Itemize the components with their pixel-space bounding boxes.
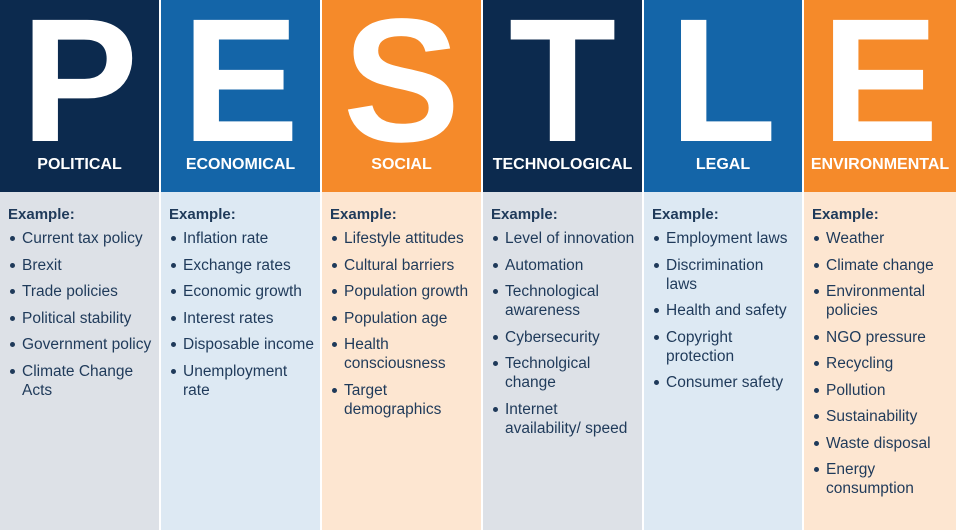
- body-environmental: Example: Weather Climate change Environm…: [804, 192, 956, 530]
- list-item: Sustainability: [812, 407, 950, 426]
- list-item: Automation: [491, 256, 636, 275]
- list-item: Interest rates: [169, 309, 314, 328]
- column-economical: E ECONOMICAL Example: Inflation rate Exc…: [159, 0, 320, 530]
- header-social: S SOCIAL: [322, 0, 481, 192]
- list-item: Technological awareness: [491, 282, 636, 320]
- list-item: Discrimination laws: [652, 256, 796, 294]
- example-list: Lifestyle attitudes Cultural barriers Po…: [330, 229, 475, 419]
- example-label: Example:: [652, 206, 719, 223]
- body-social: Example: Lifestyle attitudes Cultural ba…: [322, 192, 481, 530]
- column-social: S SOCIAL Example: Lifestyle attitudes Cu…: [320, 0, 481, 530]
- body-legal: Example: Employment laws Discrimination …: [644, 192, 802, 530]
- list-item: Consumer safety: [652, 373, 796, 392]
- example-list: Level of innovation Automation Technolog…: [491, 229, 636, 438]
- example-list: Employment laws Discrimination laws Heal…: [652, 229, 796, 392]
- list-item: Recycling: [812, 354, 950, 373]
- big-letter: E: [821, 0, 939, 179]
- example-label: Example:: [330, 206, 397, 223]
- list-item: Trade policies: [8, 282, 153, 301]
- column-environmental: E ENVIRONMENTAL Example: Weather Climate…: [802, 0, 956, 530]
- category-title: POLITICAL: [37, 156, 122, 173]
- example-label: Example:: [812, 206, 879, 223]
- big-letter: E: [181, 0, 300, 179]
- example-label: Example:: [8, 206, 75, 223]
- list-item: Inflation rate: [169, 229, 314, 248]
- header-legal: L LEGAL: [644, 0, 802, 192]
- list-item: Cultural barriers: [330, 256, 475, 275]
- list-item: Political stability: [8, 309, 153, 328]
- list-item: Current tax policy: [8, 229, 153, 248]
- category-title: LEGAL: [695, 156, 751, 173]
- body-political: Example: Current tax policy Brexit Trade…: [0, 192, 159, 530]
- list-item: Pollution: [812, 381, 950, 400]
- list-item: Population age: [330, 309, 475, 328]
- list-item: Unemployment rate: [169, 362, 314, 400]
- list-item: Exchange rates: [169, 256, 314, 275]
- list-item: NGO pressure: [812, 328, 950, 347]
- big-letter: L: [669, 0, 777, 179]
- list-item: Waste disposal: [812, 434, 950, 453]
- list-item: Climate change: [812, 256, 950, 275]
- list-item: Brexit: [8, 256, 153, 275]
- example-label: Example:: [491, 206, 558, 223]
- category-title: ENVIRONMENTAL: [810, 156, 950, 173]
- header-political: P POLITICAL: [0, 0, 159, 192]
- list-item: Cybersecurity: [491, 328, 636, 347]
- list-item: Copyright protection: [652, 328, 796, 366]
- header-economical: E ECONOMICAL: [161, 0, 320, 192]
- list-item: Energy consumption: [812, 460, 950, 498]
- list-item: Internet availability/ speed: [491, 400, 636, 438]
- list-item: Lifestyle attitudes: [330, 229, 475, 248]
- example-list: Current tax policy Brexit Trade policies…: [8, 229, 153, 400]
- list-item: Health and safety: [652, 301, 796, 320]
- example-list: Inflation rate Exchange rates Economic g…: [169, 229, 314, 400]
- big-letter: P: [20, 0, 139, 179]
- body-technological: Example: Level of innovation Automation …: [483, 192, 642, 530]
- column-legal: L LEGAL Example: Employment laws Discrim…: [642, 0, 802, 530]
- header-technological: T TECHNOLOGICAL: [483, 0, 642, 192]
- list-item: Health consciousness: [330, 335, 475, 373]
- list-item: Environmental policies: [812, 282, 950, 320]
- category-title: SOCIAL: [371, 156, 432, 173]
- body-economical: Example: Inflation rate Exchange rates E…: [161, 192, 320, 530]
- big-letter: T: [508, 0, 617, 179]
- header-environmental: E ENVIRONMENTAL: [804, 0, 956, 192]
- list-item: Government policy: [8, 335, 153, 354]
- list-item: Weather: [812, 229, 950, 248]
- list-item: Technolgical change: [491, 354, 636, 392]
- list-item: Economic growth: [169, 282, 314, 301]
- list-item: Employment laws: [652, 229, 796, 248]
- example-list: Weather Climate change Environmental pol…: [812, 229, 950, 498]
- list-item: Level of innovation: [491, 229, 636, 248]
- list-item: Target demographics: [330, 381, 475, 419]
- list-item: Climate Change Acts: [8, 362, 153, 400]
- category-title: ECONOMICAL: [185, 156, 296, 173]
- list-item: Population growth: [330, 282, 475, 301]
- column-political: P POLITICAL Example: Current tax policy …: [0, 0, 159, 530]
- category-title: TECHNOLOGICAL: [492, 156, 633, 173]
- big-letter: S: [342, 0, 461, 179]
- example-label: Example:: [169, 206, 236, 223]
- column-technological: T TECHNOLOGICAL Example: Level of innova…: [481, 0, 642, 530]
- list-item: Disposable income: [169, 335, 314, 354]
